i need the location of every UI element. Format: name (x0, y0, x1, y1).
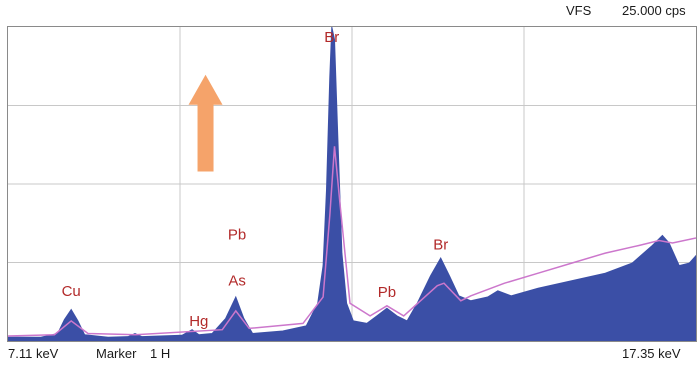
peak-label-br: Br (433, 236, 448, 253)
x-end-label: 17.35 keV (622, 346, 681, 361)
peak-label-pb: Pb (228, 226, 246, 243)
peak-label-pb: Pb (378, 284, 396, 301)
peak-label-br: Br (324, 29, 339, 46)
vfs-value: 25.000 cps (622, 3, 686, 18)
spectrum-plot[interactable]: Cu Hg As Pb Br Pb Br (7, 26, 697, 342)
increase-arrow-icon (188, 74, 223, 172)
x-start-label: 7.11 keV (8, 346, 59, 361)
spectrum-chart: Cu Hg As Pb Br Pb Br (8, 27, 696, 341)
vfs-label: VFS (566, 3, 592, 18)
peak-label-hg: Hg (189, 313, 208, 330)
reference-spectrum-line (8, 146, 696, 337)
marker-value: 1 H (150, 346, 171, 361)
peak-label-cu: Cu (62, 283, 81, 300)
marker-label: Marker (96, 346, 137, 361)
peak-label-as: As (228, 273, 246, 290)
